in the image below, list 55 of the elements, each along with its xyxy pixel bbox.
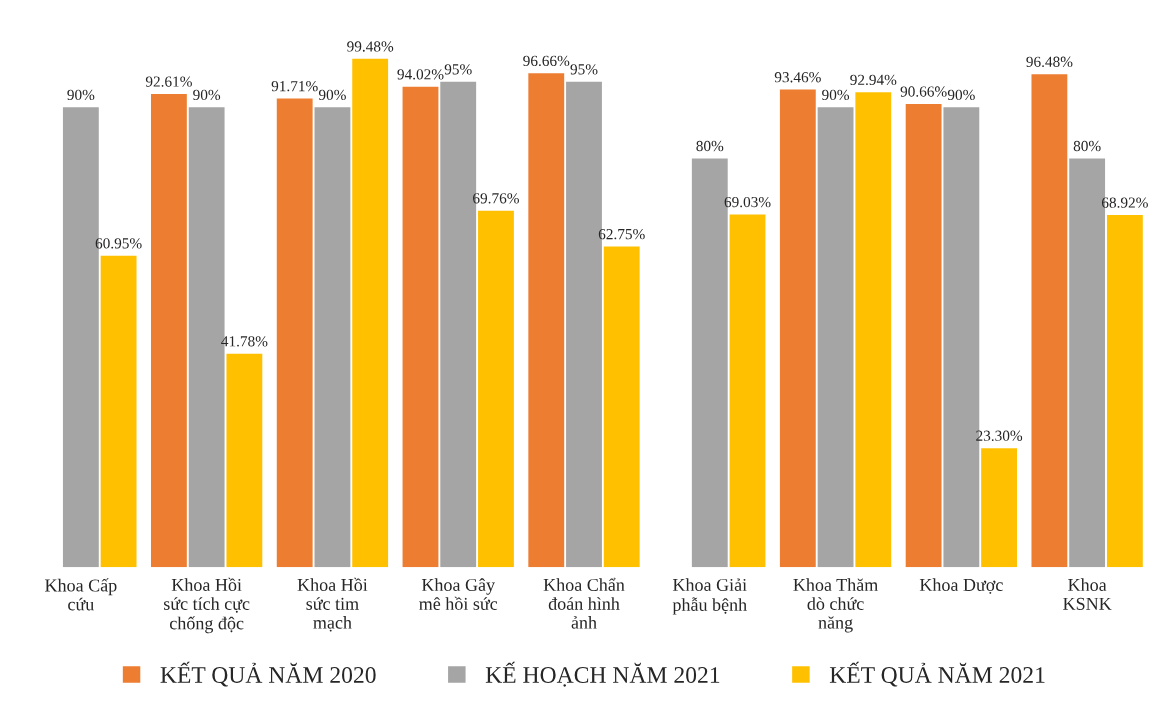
legend-label: KẾT QUẢ NĂM 2021 — [829, 661, 1045, 687]
data-label: 90% — [193, 89, 221, 101]
bar — [100, 255, 137, 568]
bar — [528, 73, 565, 568]
bar — [729, 214, 766, 568]
data-label: 91.71% — [271, 80, 318, 92]
data-label: 96.48% — [1026, 56, 1073, 67]
bar — [276, 98, 313, 568]
x-tick-label: Khoa Dược — [919, 578, 1003, 594]
data-label: 62.75% — [598, 228, 645, 240]
bar — [226, 353, 263, 568]
bar — [314, 107, 351, 568]
x-tick-label: Khoa KSNK — [1063, 578, 1112, 610]
data-label: 41.78% — [221, 336, 268, 347]
data-label: 90% — [822, 89, 850, 101]
bar — [981, 448, 1018, 568]
data-label: 23.30% — [976, 430, 1023, 441]
bar — [352, 58, 389, 568]
bar — [817, 107, 854, 568]
data-label: 99.48% — [347, 41, 394, 52]
data-label: 69.03% — [724, 196, 771, 208]
x-tick-label: Khoa Cấp cứu — [45, 578, 117, 611]
x-tick-label: Khoa Gây mê hồi sức — [419, 578, 498, 610]
bar — [779, 89, 816, 568]
data-label: 90% — [947, 89, 975, 101]
data-label: 95% — [570, 64, 598, 75]
data-label: 90.66% — [900, 86, 947, 97]
data-label: 96.66% — [523, 55, 570, 67]
data-label: 92.61% — [145, 76, 192, 87]
data-label: 60.95% — [95, 238, 142, 249]
x-tick-label: Khoa Chẩn đoán hình ảnh — [543, 577, 625, 629]
data-label: 80% — [696, 140, 724, 152]
data-label: 95% — [444, 64, 472, 75]
bar — [905, 103, 942, 568]
x-tick-label: Khoa Hồi sức tim mạch — [297, 577, 368, 632]
data-label: 90% — [318, 89, 346, 101]
bar — [478, 210, 514, 568]
data-label: 80% — [1073, 140, 1101, 152]
bar — [1031, 74, 1068, 568]
data-label: 92.94% — [850, 74, 897, 86]
bar — [1106, 215, 1143, 568]
x-tick-label: Khoa Hồi sức tích cực chống độc — [164, 577, 250, 634]
x-tick-label: Khoa Giải phẫu bệnh — [672, 578, 747, 615]
bar — [855, 92, 892, 568]
legend-label: KẾT QUẢ NĂM 2020 — [160, 661, 376, 687]
data-label: 94.02% — [397, 69, 444, 80]
data-label: 90% — [67, 89, 95, 101]
bar — [402, 86, 439, 568]
data-label: 68.92% — [1101, 197, 1148, 208]
data-label: 93.46% — [774, 72, 821, 83]
legend-label: KẾ HOẠCH NĂM 2021 — [485, 661, 720, 687]
bar — [150, 93, 187, 568]
x-tick-label: Khoa Thăm dò chức năng — [793, 578, 878, 633]
bar — [603, 246, 640, 568]
data-label: 69.76% — [473, 193, 519, 204]
